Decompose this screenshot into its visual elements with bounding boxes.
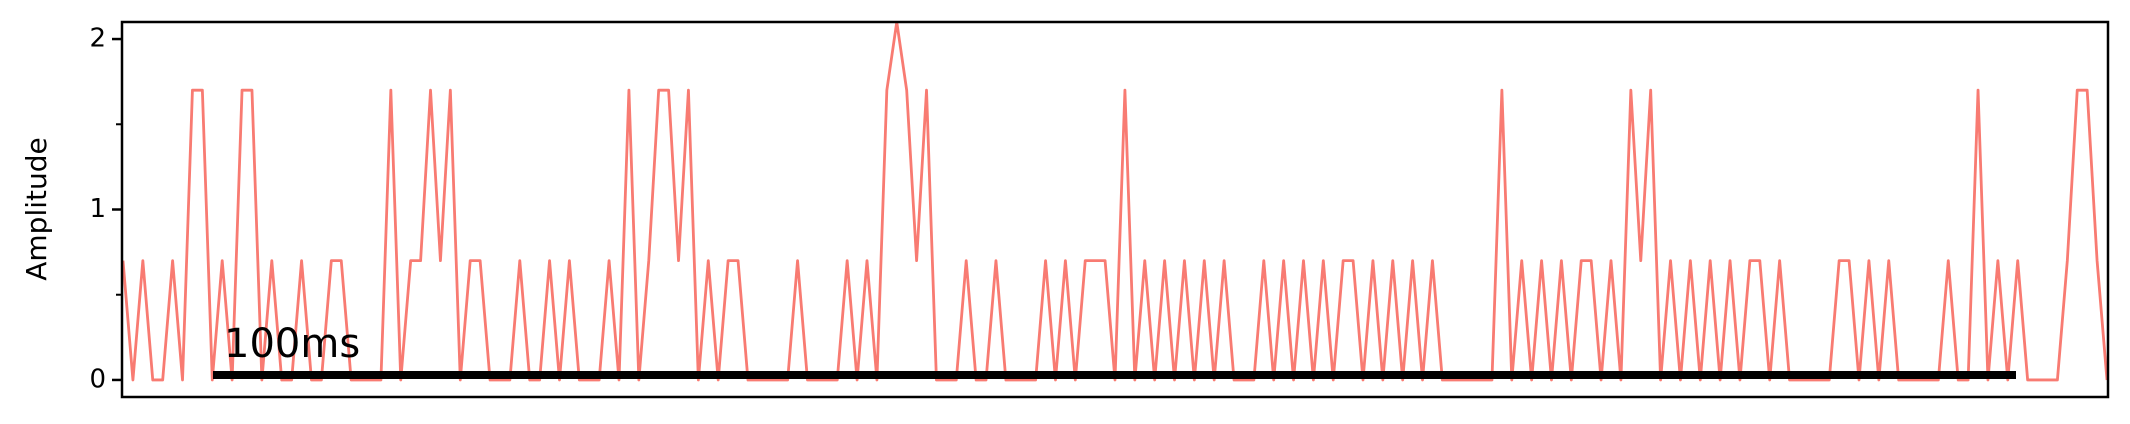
scale-bar-label: 100ms [224, 321, 360, 367]
plot-area [122, 22, 2108, 382]
y-axis-label: Amplitude [20, 137, 53, 281]
line-series [122, 22, 2108, 382]
y-tick-label: 0 [89, 364, 106, 394]
y-tick-label: 1 [89, 194, 106, 224]
y-tick-label: 2 [89, 24, 106, 54]
